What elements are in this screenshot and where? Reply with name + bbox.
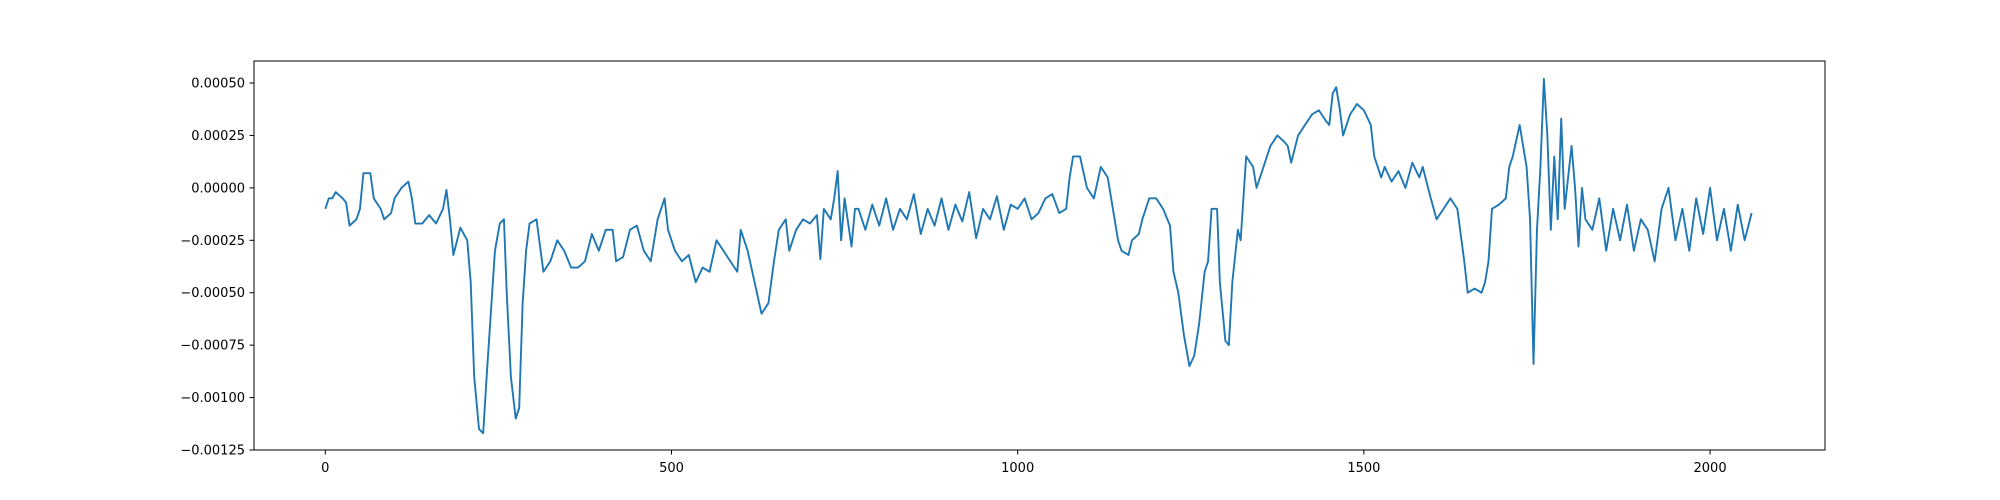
y-tick-label: 0.00025 — [191, 129, 245, 144]
data-line — [324, 77, 1753, 435]
x-tick-label: 2000 — [1694, 461, 1727, 476]
y-tick-label: −0.00050 — [180, 286, 245, 301]
y-tick-label: −0.00125 — [180, 444, 245, 459]
y-tick-label: −0.00025 — [180, 234, 245, 249]
x-tick-label: 0 — [321, 461, 329, 476]
plot-frame — [253, 60, 1826, 451]
x-tick-label: 1500 — [1347, 461, 1380, 476]
x-tick-label: 500 — [659, 461, 684, 476]
y-tick-label: 0.00050 — [191, 77, 245, 92]
y-tick-label: −0.00100 — [180, 391, 245, 406]
y-tick-label: −0.00075 — [180, 339, 245, 354]
x-tick-label: 1000 — [1001, 461, 1034, 476]
y-tick-label: 0.00000 — [191, 181, 245, 196]
